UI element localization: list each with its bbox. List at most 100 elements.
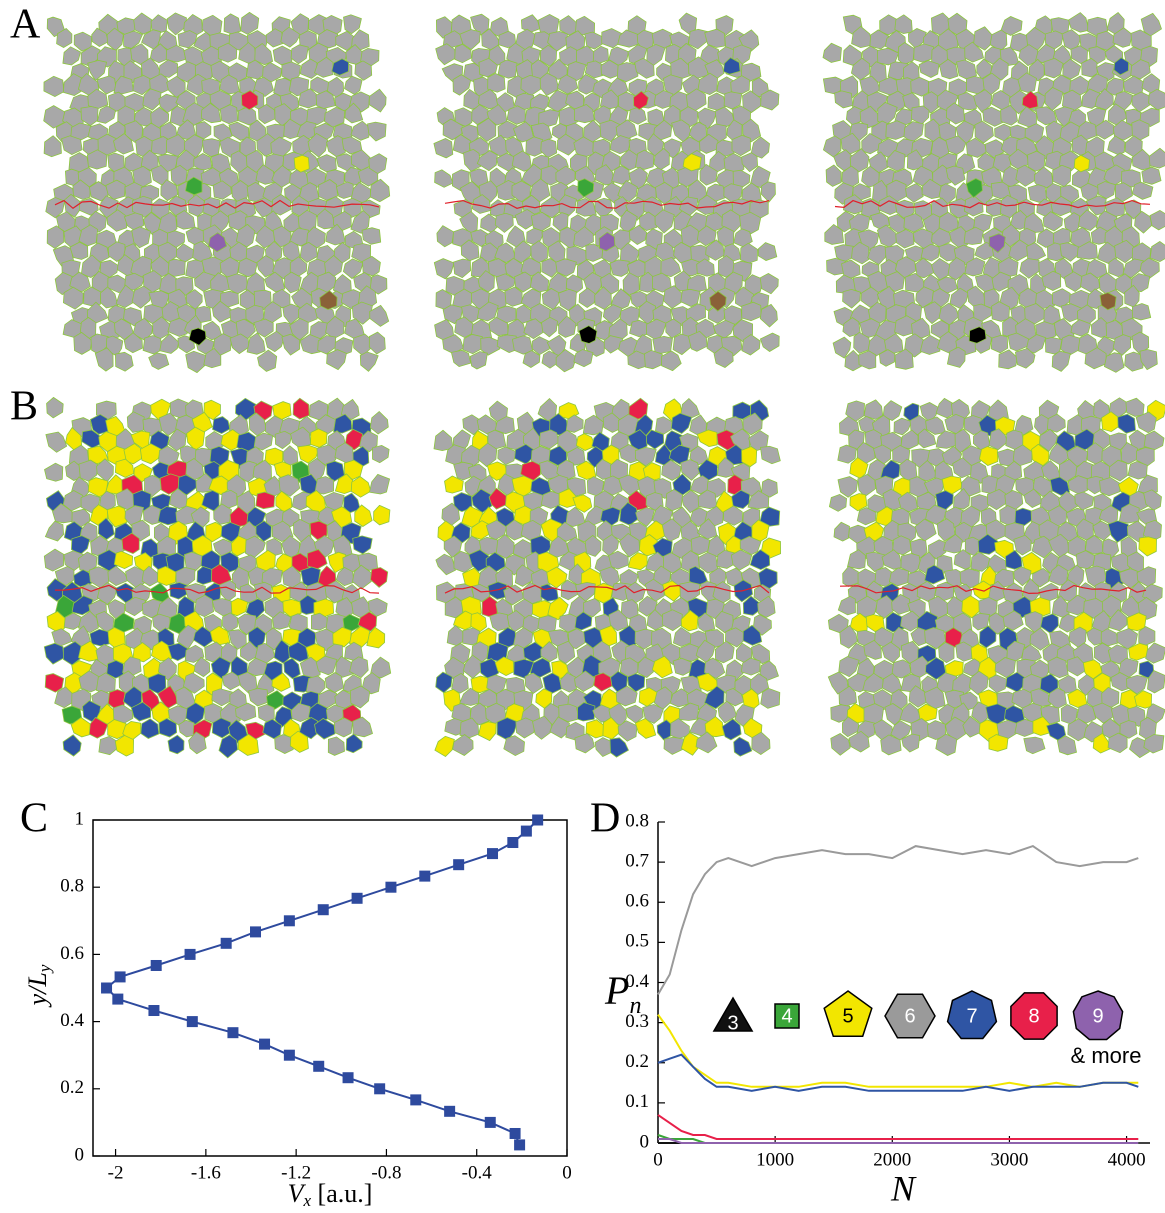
cell [963,658,983,677]
y-tick-label: 0.7 [625,850,649,871]
cell [761,478,778,498]
cell [344,428,365,451]
cell [78,224,99,247]
cell [310,612,329,631]
cell [123,307,143,327]
cell [1143,430,1165,451]
marked-cell [1073,154,1090,173]
cell [324,672,345,693]
cell [594,737,613,757]
cell [935,733,958,756]
cell [452,734,474,756]
y-tick-label: 0.1 [625,1091,649,1112]
cell [541,316,558,338]
cell [888,567,910,587]
cell [740,476,763,497]
cell [166,12,187,36]
cell [964,41,984,63]
cell [188,731,207,755]
x-axis-label: N [890,1168,917,1208]
x-label-rest: [a.u.] [311,1179,372,1208]
cell [618,533,641,558]
cell [938,58,959,80]
cell [1107,644,1129,665]
cell [851,25,873,49]
cell [947,257,968,281]
cell [113,132,134,155]
cell [271,520,294,543]
cell [717,700,738,724]
cell [839,624,858,649]
cell [341,136,363,155]
tissue-panel [822,11,1165,373]
cell [555,258,577,277]
cell [918,60,940,78]
legend-swatch [712,996,754,1032]
cell [972,612,991,631]
cell [565,506,586,528]
cell [148,352,170,370]
cell [73,569,93,588]
cell [213,503,232,525]
cell [661,350,682,372]
cell [707,303,726,324]
cell [1099,476,1121,497]
cell [228,121,250,141]
cell [998,349,1018,370]
cell [865,551,886,573]
cell [1110,672,1132,692]
cell [1018,44,1040,67]
cell [175,119,197,140]
y-tick-label: 0.5 [625,931,649,952]
cell [357,611,378,632]
marked-cell [968,326,987,344]
cell [917,703,938,722]
cell [532,715,553,740]
cell [1128,642,1149,661]
cell [366,626,386,649]
cell [1074,491,1094,511]
marked-cell [709,290,727,312]
boundary-line [55,584,380,594]
cell [672,657,692,676]
cell [175,505,197,525]
cell [298,717,319,740]
cell [903,213,925,233]
cell [296,120,317,140]
cell [1085,195,1107,216]
cell [367,121,387,142]
cell [237,733,260,756]
cell [1027,184,1048,203]
tissue-panel [43,11,391,374]
cell [665,488,684,512]
cell [1014,347,1036,369]
cell [316,29,339,49]
cell [56,28,73,48]
y-label-main: P [604,968,629,1013]
cell [842,44,863,66]
cell [824,223,845,245]
cell [742,624,763,646]
cell [1000,16,1023,36]
cell [290,44,309,65]
cell [344,75,363,95]
cell [124,120,144,143]
cell [977,533,999,555]
data-point [114,971,126,983]
cell [869,29,890,50]
marked-cell [598,231,616,252]
cell [96,75,117,95]
cell [349,656,369,679]
cell [827,671,849,695]
cell [924,564,946,585]
cell [894,14,913,35]
cell [229,333,250,355]
cell [1084,565,1107,588]
cell [942,533,963,554]
cell [739,242,759,264]
cell [231,566,249,591]
cell [882,488,903,511]
cell [1138,626,1156,647]
legend-swatch [1010,992,1058,1040]
cell [175,243,195,263]
